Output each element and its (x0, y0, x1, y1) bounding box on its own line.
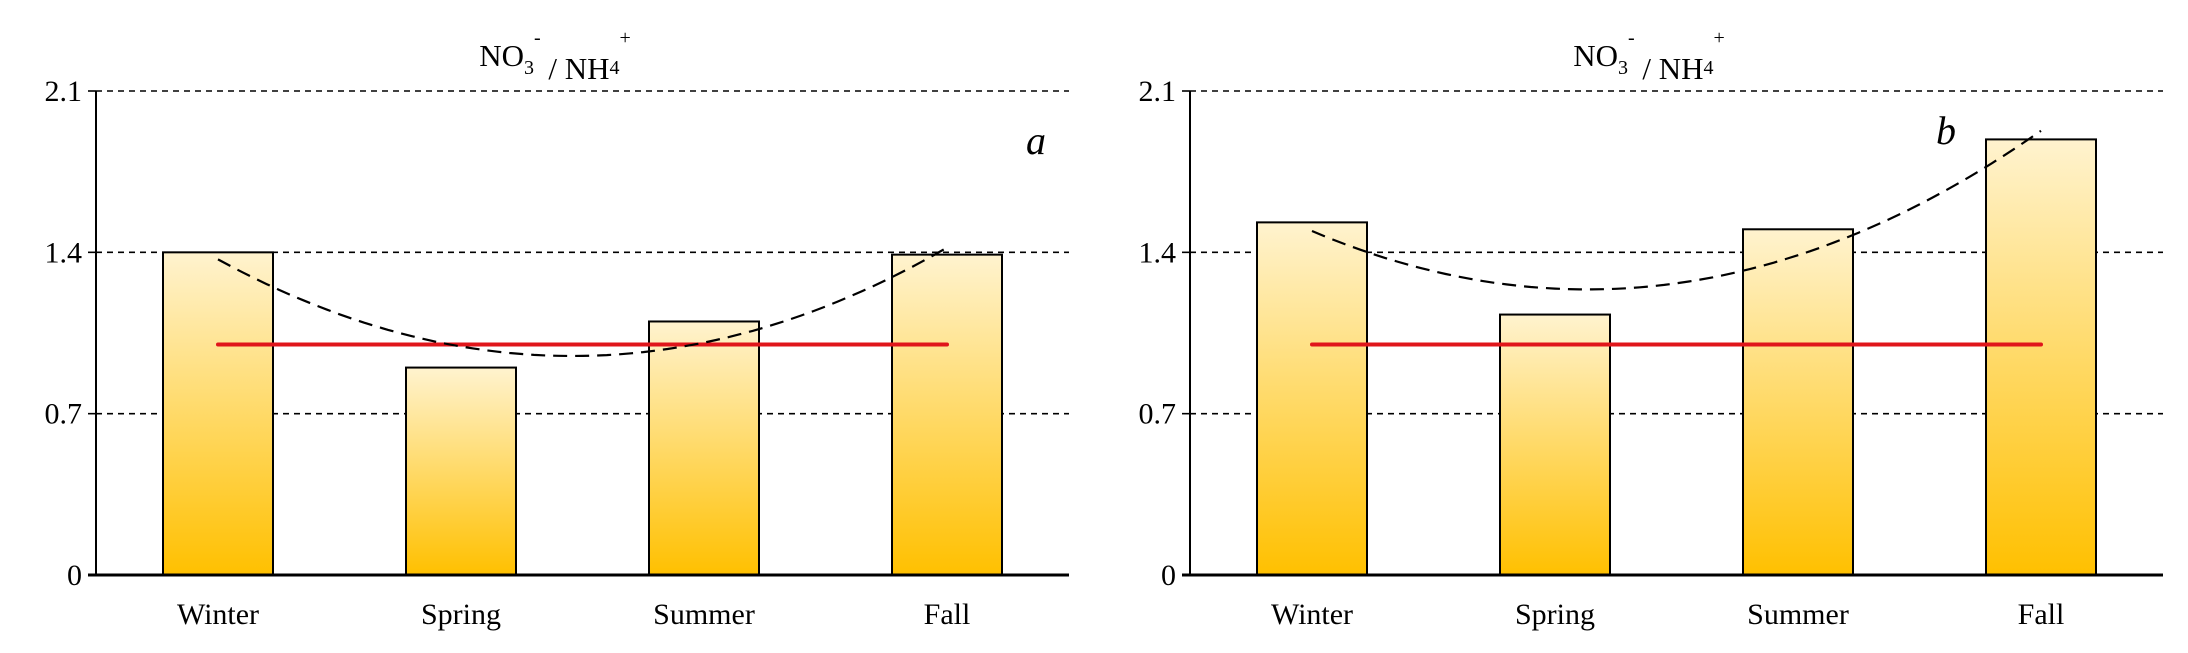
category-label: Fall (2018, 598, 2065, 631)
title-part-sub2: 4 (610, 57, 620, 79)
trendline (217, 246, 948, 358)
bar-fall (891, 253, 1003, 576)
bar-summer (648, 320, 760, 576)
y-tick-label: 2.1 (1139, 75, 1177, 108)
y-tick-label: 0.7 (45, 398, 83, 431)
title-part-sup1: - (1628, 27, 1635, 49)
panel-label: a (1026, 118, 1046, 163)
category-label: Winter (177, 598, 259, 631)
title-part-a: NO (1573, 38, 1618, 73)
bar-summer (1742, 228, 1854, 577)
category-label: Summer (1747, 598, 1849, 631)
title-part-sub2: 4 (1704, 57, 1714, 79)
title-part-sup2: + (1714, 27, 1725, 49)
title-part-sup2: + (620, 27, 631, 49)
y-tick-label: 0.7 (1139, 398, 1177, 431)
category-label: Spring (421, 598, 501, 631)
chart-title: NO3- / NH4+ (479, 27, 631, 86)
category-label: Spring (1515, 598, 1595, 631)
title-part-sub1: 3 (524, 57, 534, 79)
y-tick-label: 1.4 (1139, 236, 1177, 269)
title-part-b: / NH (1635, 51, 1704, 86)
trendline (1311, 129, 2042, 291)
bar-spring (1499, 313, 1611, 576)
title-part-sub1: 3 (1618, 57, 1628, 79)
y-tick-label: 2.1 (45, 75, 83, 108)
y-tick-label: 0 (67, 559, 82, 592)
title-part-sup1: - (534, 27, 541, 49)
category-label: Summer (653, 598, 755, 631)
panel-label: b (1936, 108, 1956, 153)
bar-winter (1256, 221, 1368, 576)
category-label: Fall (924, 598, 971, 631)
bar-spring (405, 366, 517, 577)
y-tick-label: 0 (1161, 559, 1176, 592)
bar-fall (1985, 138, 2097, 576)
chart-title: NO3- / NH4+ (1573, 27, 1725, 86)
title-part-b: / NH (541, 51, 610, 86)
title-part-a: NO (479, 38, 524, 73)
bar-winter (162, 251, 274, 576)
y-tick-label: 1.4 (45, 236, 83, 269)
category-label: Winter (1271, 598, 1353, 631)
